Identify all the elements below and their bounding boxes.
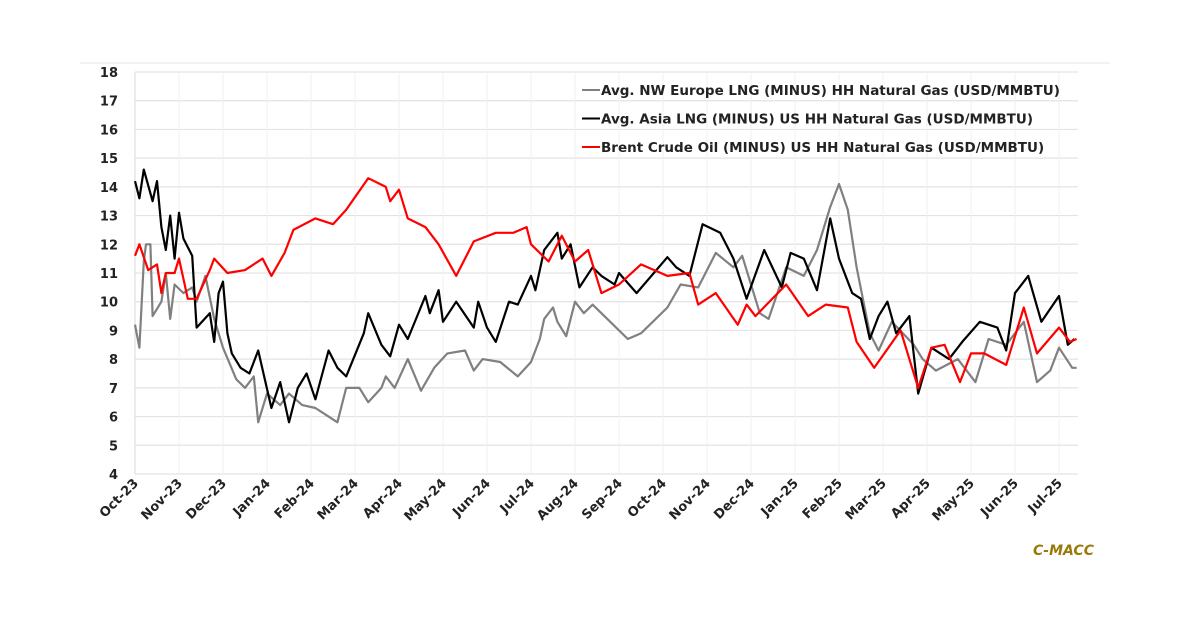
grid [134,71,1078,475]
y-tick-label: 11 [100,267,118,282]
x-tick-label: May-25 [930,476,978,524]
x-tick-label: Dec-23 [183,476,230,523]
x-tick-label: May-24 [402,476,450,524]
series-lines [133,168,1078,424]
series-line-0 [133,182,1077,424]
y-axis: 4 5 6 7 8 9 10 11 12 13 14 15 16 17 18 [100,66,118,483]
x-tick-label: Jun-24 [449,476,493,520]
series-line-2 [133,177,1078,389]
x-tick-label: Nov-23 [139,476,186,523]
y-tick-label: 16 [100,123,118,138]
x-tick-label: Feb-25 [800,476,846,522]
legend: Avg. NW Europe LNG (MINUS) HH Natural Ga… [582,83,1060,156]
legend-label: Brent Crude Oil (MINUS) US HH Natural Ga… [601,140,1044,156]
x-tick-label: Mar-24 [315,476,362,523]
brand-logo: C-MACC [1033,543,1094,559]
legend-label: Avg. NW Europe LNG (MINUS) HH Natural Ga… [601,83,1060,99]
y-tick-label: 12 [100,238,118,253]
y-tick-label: 9 [109,324,118,339]
x-tick-label: Oct-24 [625,476,670,521]
y-tick-label: 7 [109,382,118,397]
x-tick-label: Jul-24 [497,476,538,517]
y-tick-label: 15 [100,152,118,167]
y-tick-label: 8 [109,353,118,368]
y-tick-label: 13 [100,210,118,225]
x-tick-label: Oct-23 [97,476,142,521]
legend-label: Avg. Asia LNG (MINUS) US HH Natural Gas … [601,112,1033,128]
x-tick-label: Mar-25 [843,476,890,523]
x-tick-label: Sep-24 [579,476,626,523]
x-tick-label: Jun-25 [977,476,1021,520]
y-tick-label: 6 [109,411,118,426]
y-tick-label: 5 [109,439,118,454]
x-tick-label: Jul-25 [1025,476,1066,517]
y-tick-label: 10 [100,296,118,311]
y-tick-label: 18 [100,66,118,81]
x-tick-label: Apr-24 [360,476,405,521]
x-tick-label: Nov-24 [667,476,714,523]
x-tick-label: Feb-24 [272,476,318,522]
series-line-1 [133,168,1076,424]
x-tick-label: Apr-25 [888,476,933,521]
y-tick-label: 17 [100,95,118,110]
x-tick-label: Jan-25 [758,476,802,520]
x-tick-label: Jan-24 [230,476,274,520]
y-tick-label: 4 [109,468,118,483]
x-tick-label: Aug-24 [534,476,581,523]
x-tick-label: Dec-24 [711,476,758,523]
y-tick-label: 14 [100,181,118,196]
